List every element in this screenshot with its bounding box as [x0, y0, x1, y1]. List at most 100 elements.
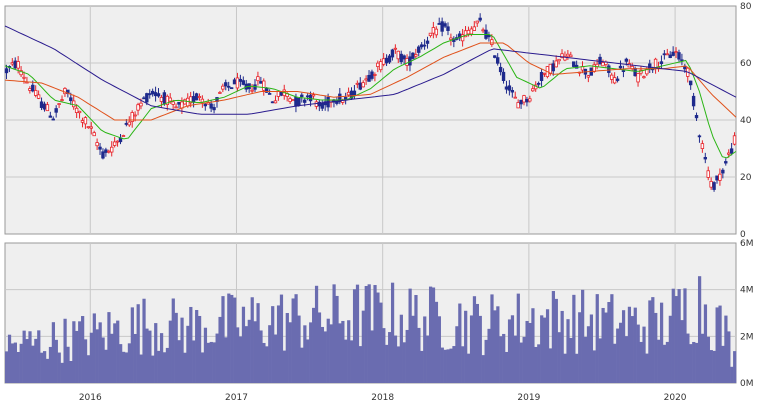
- volume-bar: [601, 307, 605, 383]
- volume-bar: [195, 310, 199, 383]
- volume-bar: [642, 326, 646, 383]
- candle: [557, 58, 561, 65]
- candle: [262, 78, 266, 96]
- candle: [270, 101, 275, 104]
- volume-bar: [402, 342, 406, 383]
- candle: [241, 76, 246, 86]
- volume-bar: [519, 342, 523, 383]
- candle: [373, 72, 377, 82]
- volume-bar: [154, 323, 158, 383]
- volume-bar: [303, 325, 307, 383]
- candle: [434, 26, 438, 38]
- volume-bar: [478, 315, 482, 383]
- volume-bar: [551, 291, 556, 383]
- volume-bar: [674, 296, 678, 383]
- volume-bar: [721, 345, 725, 383]
- volume-bar: [545, 309, 550, 383]
- volume-bar: [197, 315, 202, 383]
- candle: [393, 44, 398, 54]
- volume-bar: [613, 343, 617, 383]
- volume-bar: [159, 333, 164, 383]
- candle: [569, 51, 573, 58]
- volume-bar: [341, 320, 345, 383]
- volume-bar: [507, 319, 512, 383]
- volume-bar: [399, 314, 403, 383]
- volume-bar: [335, 295, 339, 383]
- volume-bar: [130, 307, 134, 383]
- volume-bar: [502, 333, 506, 383]
- candle: [92, 130, 96, 137]
- volume-bar: [578, 312, 582, 383]
- volume-bar: [370, 330, 374, 383]
- candle: [493, 55, 497, 59]
- volume-bar: [89, 332, 94, 383]
- candle: [34, 85, 38, 98]
- volume-bar: [224, 337, 228, 383]
- volume-bar: [408, 288, 412, 383]
- volume-bar: [171, 298, 175, 383]
- volume-bar: [320, 326, 325, 383]
- volume-bar: [505, 351, 509, 383]
- candle: [291, 99, 295, 102]
- volume-bar: [22, 330, 26, 383]
- candle: [110, 141, 114, 157]
- candle: [487, 31, 491, 42]
- volume-bar: [510, 315, 515, 383]
- volume-bar: [683, 288, 687, 383]
- volume-bar: [338, 323, 342, 383]
- candle: [694, 112, 699, 121]
- candle: [101, 148, 105, 160]
- volume-bar: [466, 353, 471, 383]
- volume-bar: [671, 288, 675, 383]
- volume-bar: [306, 339, 310, 383]
- volume-bar: [420, 350, 424, 383]
- volume-tick-label: 6M: [740, 239, 754, 249]
- candle: [539, 68, 544, 87]
- candle: [121, 134, 126, 137]
- volume-bar: [200, 352, 205, 383]
- volume-bar: [233, 297, 237, 383]
- volume-bar: [206, 342, 210, 383]
- volume-bar: [13, 342, 17, 383]
- price-tick-label: 60: [740, 59, 752, 69]
- volume-bar: [733, 351, 737, 383]
- volume-bar: [124, 352, 129, 383]
- volume-bar: [81, 316, 85, 383]
- volume-bar: [221, 296, 225, 383]
- candle: [51, 116, 55, 121]
- volume-bar: [396, 346, 401, 383]
- volume-bar: [57, 352, 61, 383]
- volume-bar: [595, 294, 599, 383]
- volume-bar: [37, 330, 41, 383]
- volume-bar: [534, 346, 538, 383]
- candle: [443, 21, 447, 29]
- volume-bar: [724, 315, 728, 383]
- volume-bar: [575, 353, 579, 383]
- volume-bar: [379, 302, 383, 383]
- volume-bar: [69, 361, 73, 383]
- volume-bar: [7, 334, 12, 383]
- candle: [60, 95, 64, 103]
- candle: [361, 80, 365, 88]
- volume-bar: [697, 276, 702, 383]
- candle: [507, 80, 512, 96]
- candle: [235, 72, 240, 92]
- volume-bar: [355, 284, 360, 383]
- candle: [586, 74, 591, 83]
- volume-bar: [262, 342, 266, 383]
- candle: [4, 64, 9, 79]
- volume-bar: [309, 322, 313, 383]
- volume-bar: [472, 296, 477, 383]
- volume-bar: [288, 322, 292, 383]
- volume-bar: [718, 305, 722, 383]
- volume-bar: [572, 294, 576, 383]
- candle: [718, 168, 722, 186]
- volume-bar: [227, 293, 231, 383]
- volume-bar: [230, 294, 234, 383]
- volume-bar: [449, 348, 453, 383]
- candle: [607, 64, 611, 78]
- volume-bar: [16, 351, 20, 383]
- x-tick-label: 2019: [517, 393, 540, 403]
- volume-bar: [692, 341, 696, 383]
